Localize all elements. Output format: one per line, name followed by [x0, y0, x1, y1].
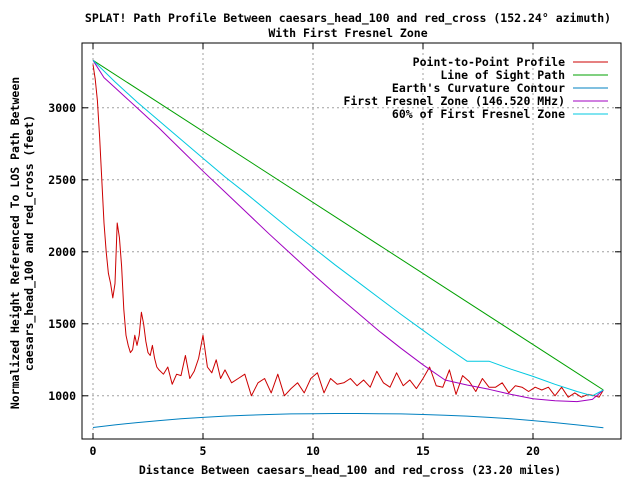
series-line-point-to-point-profile: [92, 64, 604, 398]
legend-label: First Fresnel Zone (146.520 MHz): [343, 94, 565, 108]
y-axis-label-line-2: caesars_head_100 and red_cross (feet): [22, 115, 37, 371]
chart-title: SPLAT! Path Profile Between caesars_head…: [85, 11, 611, 26]
y-axis-label-line-1: Normalized Height Referenced To LOS Path…: [8, 77, 22, 409]
legend-label: Earth's Curvature Contour: [392, 81, 565, 95]
x-tick-label: 5: [200, 444, 207, 458]
x-tick-label: 0: [90, 444, 97, 458]
y-tick-label: 1000: [48, 389, 76, 403]
series-line-60-of-first-fresnel-zone: [92, 59, 604, 397]
grid-lines: [82, 43, 621, 439]
y-tick-label: 1500: [48, 317, 76, 331]
axis-ticks: 0 5 10 15 20 1000 1500 2000 2500 3000: [48, 43, 621, 458]
plot-frame: [81, 42, 622, 440]
series-line-first-fresnel-zone-146-520-mhz: [92, 60, 604, 403]
y-tick-label: 2000: [48, 245, 76, 259]
x-axis-label: Distance Between caesars_head_100 and re…: [139, 463, 561, 478]
data-series: [92, 59, 604, 429]
series-line-earth-s-curvature-contour: [92, 413, 604, 429]
x-tick-label: 20: [526, 444, 540, 458]
chart-subtitle: With First Fresnel Zone: [268, 26, 427, 40]
x-tick-label: 15: [416, 444, 430, 458]
legend-label: 60% of First Fresnel Zone: [392, 107, 565, 121]
series-line-line-of-sight-path: [92, 59, 604, 391]
x-tick-label: 10: [306, 444, 320, 458]
y-tick-label: 2500: [48, 173, 76, 187]
legend-label: Point-to-Point Profile: [413, 55, 565, 69]
y-tick-label: 3000: [48, 101, 76, 115]
legend-label: Line of Sight Path: [440, 68, 565, 82]
